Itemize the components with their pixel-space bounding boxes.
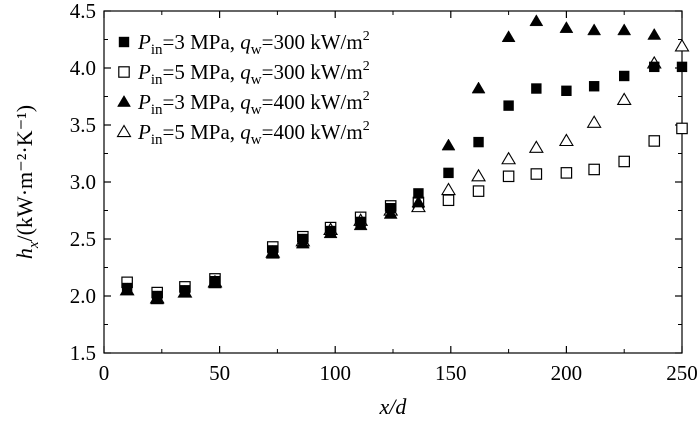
open-triangle-point (586, 115, 602, 128)
open-square-point (472, 185, 485, 197)
legend-marker-open-square (118, 66, 130, 78)
y-tick-label: 2.5 (70, 227, 96, 251)
axis-ticks (103, 10, 683, 354)
filled-triangle-point (647, 27, 662, 40)
filled-triangle-point (150, 292, 165, 305)
filled-triangle-point (587, 23, 602, 36)
open-triangle-point (471, 168, 487, 182)
legend-marker-filled-square (118, 36, 130, 48)
filled-square-point (676, 61, 688, 73)
y-axis-symbol: h (12, 248, 37, 259)
open-square-point (648, 135, 661, 147)
open-square-point (502, 170, 515, 183)
y-tick-label: 2.0 (70, 284, 96, 308)
filled-triangle-point (208, 276, 222, 289)
legend-entry-label: Pin=3 MPa, qw=300 kW/m2 (137, 29, 370, 58)
legend-entry-label: Pin=5 MPa, qw=400 kW/m2 (137, 119, 370, 148)
open-square-point (442, 194, 455, 207)
data-points (119, 14, 690, 305)
y-axis-title: hx/(kW·m⁻²·K⁻¹) (12, 105, 42, 259)
y-tick-label: 3.0 (70, 170, 96, 194)
filled-square-point (413, 188, 424, 199)
filled-triangle-point (383, 206, 398, 219)
filled-square-point (443, 167, 454, 179)
legend-entry-label: Pin=3 MPa, qw=400 kW/m2 (137, 89, 370, 118)
filled-triangle-point (441, 138, 456, 151)
open-square-point (530, 168, 543, 180)
filled-triangle-point (177, 285, 192, 298)
filled-triangle-point (265, 246, 280, 259)
open-square-point (560, 167, 573, 179)
y-axis-unit: /(kW·m⁻²·K⁻¹) (12, 105, 37, 242)
y-tick-label: 4.5 (70, 0, 96, 23)
legend-marker-open-triangle (116, 124, 132, 138)
y-axis-subscript: x (26, 241, 42, 249)
legend-entry-label: Pin=5 MPa, qw=300 kW/m2 (137, 59, 370, 88)
filled-triangle-point (529, 14, 544, 27)
open-triangle-point (558, 133, 574, 147)
open-triangle-point (616, 92, 632, 106)
open-square-point (676, 122, 688, 135)
x-tick-label: 200 (551, 361, 583, 385)
filled-square-point (619, 70, 630, 82)
filled-square-point (649, 61, 660, 73)
filled-triangle-point (501, 30, 516, 43)
x-tick-label: 50 (209, 361, 230, 385)
x-axis-title: x/d (379, 394, 408, 419)
x-tick-label: 150 (435, 361, 467, 385)
filled-square-point (531, 83, 542, 94)
open-triangle-point (501, 151, 517, 165)
filled-triangle-point (559, 21, 574, 33)
y-tick-label: 3.5 (70, 113, 96, 137)
filled-square-point (561, 85, 572, 96)
open-triangle-point (674, 38, 690, 52)
filled-triangle-point (323, 226, 338, 239)
x-tick-label: 250 (666, 361, 698, 385)
x-tick-label: 100 (319, 361, 351, 385)
filled-triangle-point (411, 195, 426, 208)
axis-tick-labels: 0 50 100 150 200 250 1.5 2.0 2.5 3.0 3.5 4.0 4.5 (70, 0, 698, 385)
open-triangle-point (528, 140, 544, 153)
filled-triangle-point (471, 81, 486, 94)
open-square-point (588, 163, 600, 176)
filled-square-point (503, 100, 514, 111)
filled-triangle-point (120, 283, 135, 296)
open-triangle-point (441, 182, 456, 196)
open-square-point (618, 155, 630, 168)
legend-marker-filled-triangle (117, 95, 131, 107)
filled-triangle-point (617, 23, 632, 36)
filled-square-point (473, 136, 484, 148)
filled-triangle-point (353, 218, 368, 231)
y-tick-label: 4.0 (70, 56, 96, 80)
x-tick-label: 0 (99, 361, 110, 385)
y-tick-label: 1.5 (70, 341, 96, 365)
filled-square-point (588, 81, 600, 92)
filled-triangle-point (295, 236, 310, 249)
